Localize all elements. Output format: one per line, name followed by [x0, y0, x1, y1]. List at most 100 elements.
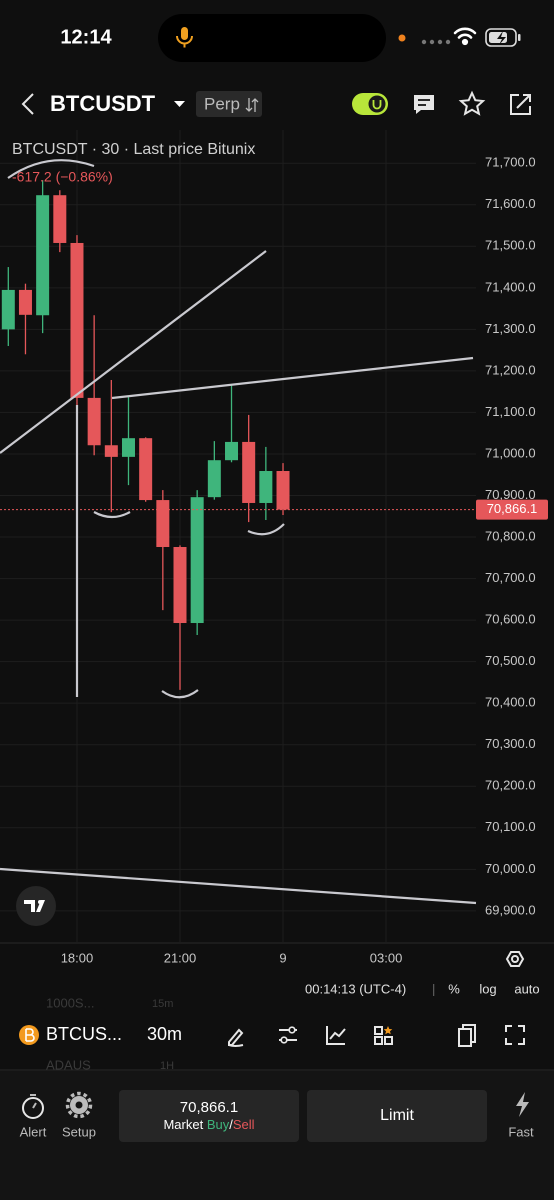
- privacy-dot: [398, 34, 406, 42]
- swap-icon: [245, 98, 259, 112]
- candle-body: [276, 470, 290, 510]
- y-tick-label: 70,700.0: [485, 570, 536, 585]
- candle-body: [1, 289, 15, 330]
- market-badge: [196, 91, 262, 117]
- percent-toggle[interactable]: %: [448, 981, 460, 996]
- y-tick-label: 70,900.0: [485, 487, 536, 502]
- candle-body: [18, 289, 32, 315]
- y-tick-label: 69,900.0: [485, 902, 536, 917]
- y-tick-label: 71,600.0: [485, 196, 536, 211]
- candle-body: [36, 195, 50, 316]
- x-tick-label: 9: [279, 950, 286, 965]
- arc-mark: [7, 159, 95, 179]
- market-type: Perp: [204, 94, 240, 113]
- trend-line: [111, 356, 474, 400]
- candle-body: [139, 438, 153, 501]
- y-tick-label: 70,000.0: [485, 861, 536, 876]
- candle-body: [70, 242, 84, 398]
- candle-body: [173, 547, 187, 624]
- next-interval: 1H: [160, 1060, 174, 1072]
- y-tick-label: 70,200.0: [485, 778, 536, 793]
- countdown: 00:14:13 (UTC-4): [305, 981, 406, 996]
- market-word: Market: [163, 1117, 203, 1132]
- y-tick-label: 70,500.0: [485, 653, 536, 668]
- y-tick-label: 70,300.0: [485, 736, 536, 751]
- adjust-knobs: [280, 1026, 296, 1044]
- market-price: 70,866.1: [180, 1099, 238, 1116]
- y-tick-label: 71,000.0: [485, 445, 536, 460]
- fullscreen-button[interactable]: [505, 1025, 525, 1045]
- y-tick-label: 71,700.0: [485, 155, 536, 170]
- limit-button[interactable]: [307, 1090, 487, 1142]
- y-tick-label: 71,400.0: [485, 279, 536, 294]
- battery-icon: [485, 28, 521, 47]
- favorite-button[interactable]: [458, 90, 486, 116]
- back-button[interactable]: [21, 93, 34, 115]
- separator: |: [432, 981, 435, 996]
- clock: 12:14: [60, 26, 112, 48]
- trend-line: [0, 867, 477, 905]
- arc-mark: [161, 689, 199, 699]
- settings-icon[interactable]: [505, 951, 525, 967]
- candle-body: [225, 441, 239, 461]
- candle-body: [121, 438, 135, 457]
- next-symbol: ADAUS: [46, 1057, 91, 1072]
- market-button[interactable]: [119, 1090, 299, 1142]
- copy-tool[interactable]: [458, 1024, 476, 1047]
- fast-icon[interactable]: [516, 1092, 529, 1117]
- mic-icon: [176, 27, 193, 48]
- auto-toggle[interactable]: auto: [514, 981, 539, 996]
- chart-title: BTCUSDT · 30 · Last price Bitunix: [12, 141, 255, 158]
- candle-body: [242, 441, 256, 503]
- y-tick-label: 71,200.0: [485, 362, 536, 377]
- sell-word: Sell: [233, 1117, 255, 1132]
- y-tick-label: 71,300.0: [485, 321, 536, 336]
- signal-icon: [421, 39, 451, 45]
- arc-mark: [93, 511, 131, 519]
- slash: /: [229, 1117, 233, 1132]
- y-tick-label: 71,500.0: [485, 238, 536, 253]
- candle-body: [259, 470, 273, 503]
- x-tick-label: 03:00: [370, 950, 403, 965]
- y-tick-label: 70,600.0: [485, 612, 536, 627]
- log-toggle[interactable]: log: [479, 981, 496, 996]
- toolbar-interval[interactable]: 30m: [147, 1024, 182, 1044]
- candle-body: [156, 500, 170, 548]
- last-price-label: 70,866.1: [487, 501, 538, 516]
- candle-body: [53, 195, 67, 243]
- x-tick-label: 21:00: [164, 950, 197, 965]
- chart-change: -617.2 (−0.86%): [12, 169, 113, 185]
- trend-line: [0, 250, 267, 454]
- candle-body: [207, 460, 221, 498]
- x-tick-label: 18:00: [61, 950, 94, 965]
- coin-icon: [19, 1025, 39, 1045]
- setup-icon[interactable]: [65, 1091, 93, 1119]
- buy-word: Buy: [207, 1117, 230, 1132]
- y-tick-label: 70,100.0: [485, 819, 536, 834]
- market-label: Market Buy/Sell: [163, 1117, 254, 1132]
- setup-label[interactable]: Setup: [62, 1124, 96, 1139]
- dynamic-island: [158, 14, 386, 62]
- toolbar-symbol[interactable]: BTCUS...: [46, 1024, 122, 1044]
- symbol-dropdown[interactable]: [174, 101, 185, 107]
- drawings: [0, 159, 477, 905]
- chat-button[interactable]: [414, 95, 434, 114]
- candle-body: [104, 445, 118, 457]
- templates-tool[interactable]: [374, 1026, 393, 1045]
- prev-symbol: 1000S...: [46, 995, 94, 1010]
- toggle-glyph: [372, 100, 382, 110]
- indicator-tool[interactable]: [326, 1026, 346, 1045]
- y-tick-label: 71,100.0: [485, 404, 536, 419]
- share-button[interactable]: [510, 94, 531, 115]
- last-price-box: [476, 499, 548, 520]
- y-tick-label: 70,800.0: [485, 528, 536, 543]
- fast-label[interactable]: Fast: [508, 1124, 534, 1139]
- alert-icon[interactable]: [22, 1094, 44, 1119]
- symbol[interactable]: BTCUSDT: [50, 91, 156, 116]
- draw-tool[interactable]: [228, 1028, 244, 1047]
- tv-logo: [16, 886, 56, 926]
- arc-mark: [247, 523, 285, 536]
- alert-label[interactable]: Alert: [20, 1124, 47, 1139]
